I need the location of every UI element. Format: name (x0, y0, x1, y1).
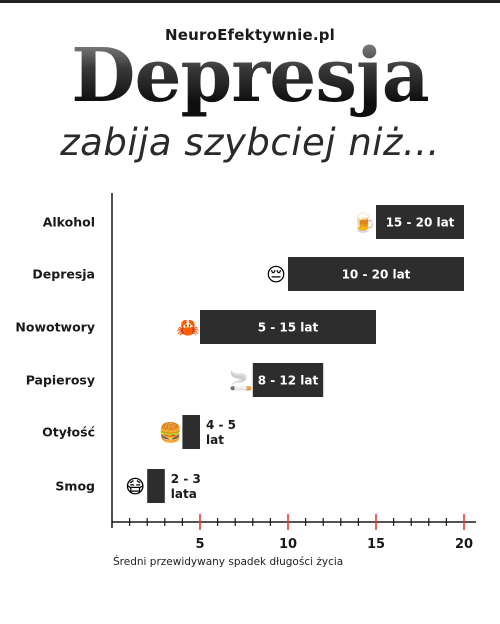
range-bar (200, 310, 376, 344)
x-tick-label: 15 (367, 537, 385, 552)
hamburger-icon: 🍔 (159, 421, 183, 444)
site-name: NeuroEfektywnie.pl (0, 26, 500, 44)
range-bar (252, 363, 324, 397)
crab-icon: 🦀 (176, 318, 200, 339)
x-axis-label: Średni przewidywany spadek długości życi… (113, 556, 344, 568)
bar-value-label: 5 - 15 lat (258, 321, 319, 335)
category-label: Otyłość (42, 425, 95, 440)
range-bar (288, 257, 464, 291)
page-title: Depresja (0, 34, 500, 118)
x-tick-label: 5 (195, 537, 204, 552)
x-tick-label: 20 (455, 537, 473, 552)
range-bar (182, 415, 200, 449)
range-bar (147, 469, 165, 503)
bar-value-label: 4 - 5 (206, 418, 236, 432)
beer-mug-icon: 🍺 (352, 211, 376, 234)
category-label: Papierosy (26, 373, 95, 388)
bar-value-label: 15 - 20 lat (386, 216, 455, 230)
bar-value-label: 10 - 20 lat (342, 268, 411, 282)
category-label: Smog (55, 479, 95, 494)
face-with-mask-icon: 😷 (125, 477, 145, 498)
range-bar (376, 205, 464, 239)
top-rule (0, 0, 500, 3)
category-label: Depresja (32, 267, 95, 282)
bar-value-label: lata (171, 487, 197, 501)
bar-value-label: lat (206, 433, 224, 447)
bar-value-label: 2 - 3 (171, 472, 201, 486)
category-label: Alkohol (43, 215, 95, 230)
pensive-face-icon: 😔 (266, 265, 286, 286)
cigarette-icon: 🚬 (229, 369, 253, 392)
category-label: Nowotwory (15, 320, 95, 335)
page-subtitle: zabija szybciej niż... (60, 121, 440, 164)
x-tick-label: 10 (279, 537, 297, 552)
bar-value-label: 8 - 12 lat (258, 374, 319, 388)
